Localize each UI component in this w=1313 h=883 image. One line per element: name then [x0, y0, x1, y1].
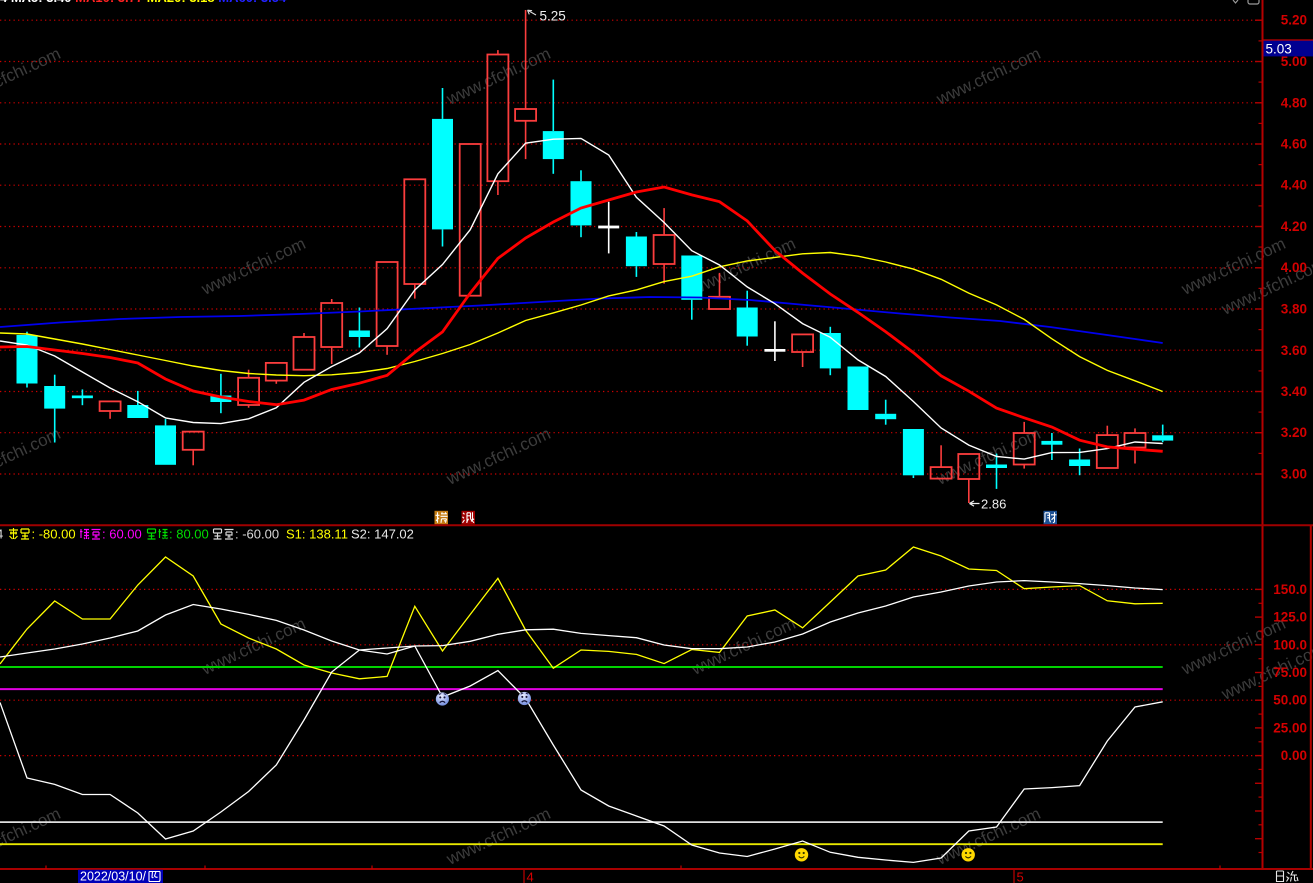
svg-text:3.20: 3.20	[1281, 425, 1307, 440]
svg-text:: 60.00: : 60.00	[102, 527, 142, 542]
svg-text:5.00: 5.00	[1281, 54, 1307, 69]
svg-text:25.00: 25.00	[1273, 720, 1307, 735]
svg-text:50.00: 50.00	[1273, 693, 1307, 708]
svg-text:5: 5	[1017, 870, 1024, 883]
svg-text:4: 4	[0, 527, 3, 542]
svg-text:: -80.00: : -80.00	[32, 527, 76, 542]
svg-text:S1: 138.11: S1: 138.11	[286, 527, 348, 542]
svg-text:5.03: 5.03	[1266, 41, 1292, 56]
svg-text:150.0: 150.0	[1273, 582, 1307, 597]
svg-text:4.60: 4.60	[1281, 137, 1307, 152]
svg-text:100.0: 100.0	[1273, 637, 1307, 652]
svg-text:3.60: 3.60	[1281, 343, 1307, 358]
svg-text:4.40: 4.40	[1281, 178, 1307, 193]
svg-text:3.00: 3.00	[1281, 467, 1307, 482]
svg-text:4 MA5: 3.40 MA10: 3.77 MA20: 3: 4 MA5: 3.40 MA10: 3.77 MA20: 3.18 MA60: …	[0, 0, 287, 5]
svg-text:: -60.00: : -60.00	[235, 527, 279, 542]
svg-text:4.20: 4.20	[1281, 219, 1307, 234]
svg-text:3.80: 3.80	[1281, 302, 1307, 317]
svg-text:S2: 147.02: S2: 147.02	[351, 527, 414, 542]
svg-text:4.00: 4.00	[1281, 260, 1307, 275]
svg-text:3.40: 3.40	[1281, 384, 1307, 399]
svg-text:5.25: 5.25	[540, 9, 566, 24]
svg-text:: 80.00: : 80.00	[169, 527, 209, 542]
svg-text:75.00: 75.00	[1273, 665, 1307, 680]
svg-text:5.20: 5.20	[1281, 13, 1307, 28]
svg-text:2.86: 2.86	[981, 497, 1006, 512]
svg-text:125.0: 125.0	[1273, 610, 1307, 625]
svg-text:0.00: 0.00	[1281, 748, 1307, 763]
svg-text:2022/03/10/: 2022/03/10/	[80, 870, 147, 883]
svg-text:4.80: 4.80	[1281, 95, 1307, 110]
svg-text:4: 4	[527, 870, 534, 883]
